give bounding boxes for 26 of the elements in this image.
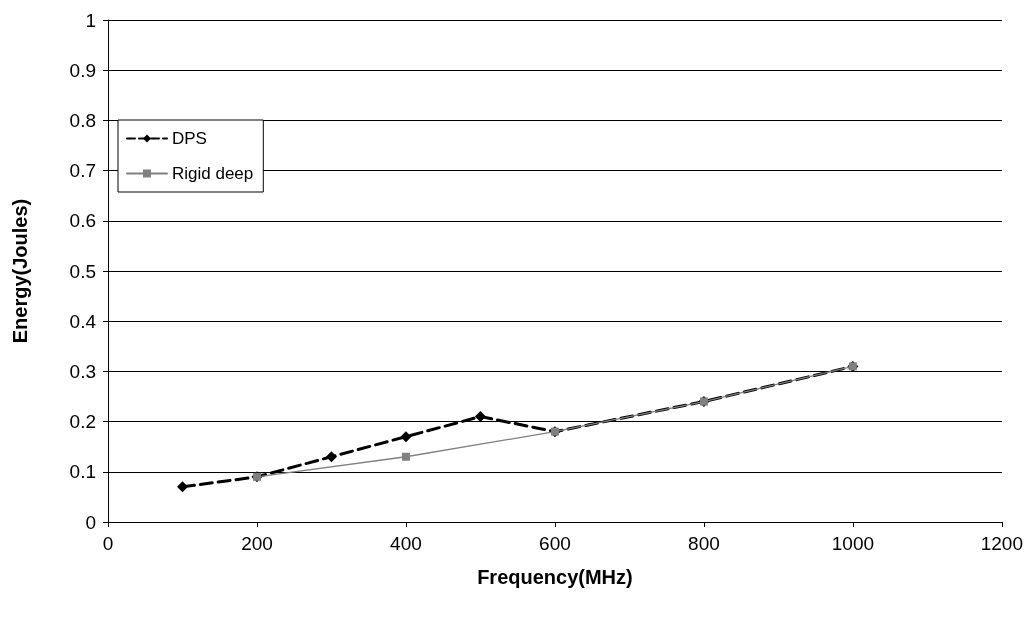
y-tick-label: 0.1 [69,461,96,483]
x-tick-label: 400 [390,533,422,554]
y-tick-label: 0.2 [69,411,96,433]
y-axis-title: Energy(Joules) [9,198,31,344]
y-tick-label: 0.4 [69,310,97,332]
point [176,481,188,493]
y-tick-label: 0.6 [69,210,96,232]
x-tick-label: 1200 [980,533,1024,554]
y-tick-label: 0.5 [69,260,96,282]
x-tick-label: 800 [688,533,720,554]
y-tick-label: 0.7 [69,160,96,182]
y-tick-label: 0 [85,511,96,533]
point [325,451,337,463]
x-tick-label: 0 [102,533,114,554]
y-tick-label: 0.3 [69,360,96,382]
point [401,452,410,461]
point [400,431,412,443]
y-tick-label: 0.9 [69,59,96,81]
legend-label: DPS [172,129,207,148]
x-tick-label: 200 [241,533,273,554]
x-axis-title: Frequency(MHz) [477,566,633,588]
y-tick-label: 1 [85,9,96,31]
y-tick-label: 0.8 [69,109,96,131]
x-tick-label: 1000 [831,533,875,554]
x-tick-label: 600 [539,533,571,554]
legend-label: Rigid deep [172,164,254,183]
